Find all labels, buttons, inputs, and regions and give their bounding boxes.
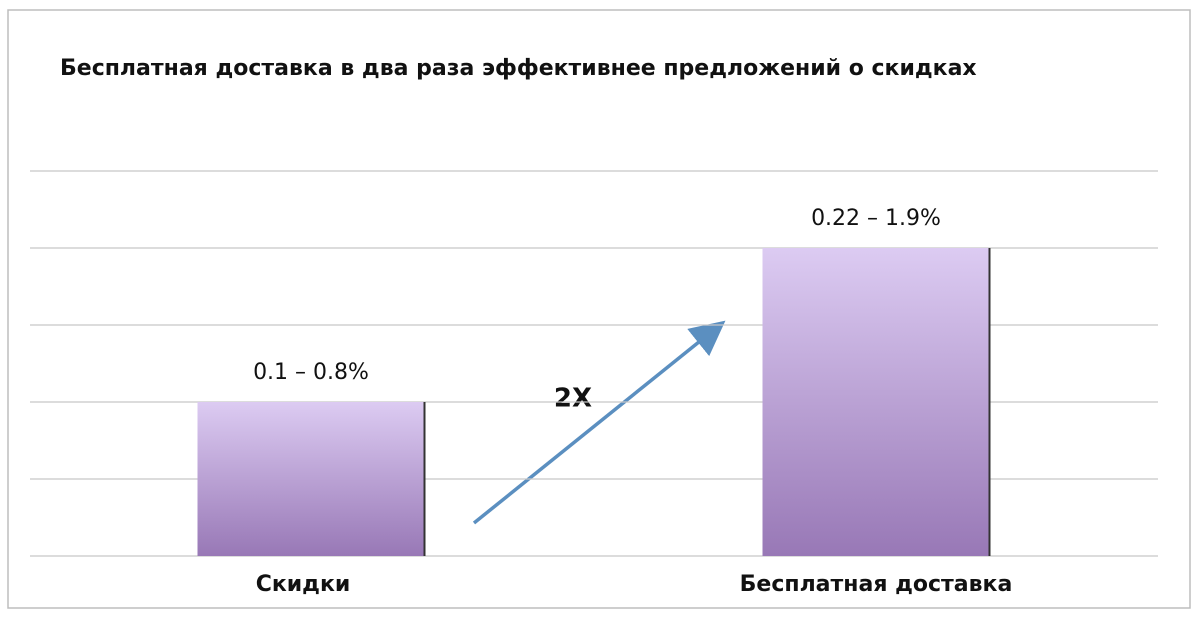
chart-title: Бесплатная доставка в два раза эффективн… xyxy=(60,56,977,81)
frame xyxy=(7,9,1191,609)
bar-label: 0.1 – 0.8% xyxy=(253,360,369,385)
bar xyxy=(762,248,990,556)
arrow xyxy=(472,320,726,525)
x-tick-label: Скидки xyxy=(256,572,351,597)
bar xyxy=(197,402,425,556)
bar-label: 0.22 – 1.9% xyxy=(811,206,941,231)
annotation: 2X xyxy=(554,384,592,414)
x-tick-label: Бесплатная доставка xyxy=(740,572,1013,597)
